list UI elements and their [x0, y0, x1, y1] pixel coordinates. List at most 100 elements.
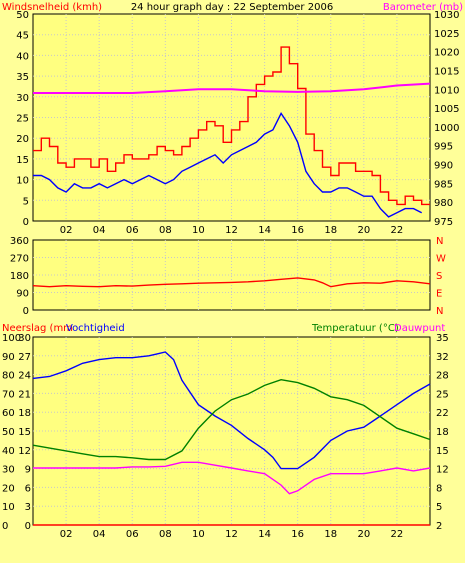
humidity-tick-label: 70: [2, 389, 15, 400]
direction-tick-label: 180: [10, 271, 29, 282]
temperature-tick-label: 12: [436, 465, 449, 476]
hour-tick-label: 02: [60, 529, 73, 540]
humidity-axis-label: Vochtigheid: [66, 323, 125, 334]
wind-direction-line: [32, 277, 431, 288]
wind_avg-line: [33, 112, 423, 218]
humidity-tick-label: 10: [2, 502, 15, 513]
barometer-tick-label: 1030: [434, 10, 459, 21]
wind-barometer-panel: 0510152025303540455097598098599099510001…: [2, 2, 463, 236]
direction-tick-label: 360: [10, 236, 29, 247]
rain-tick-label: 9: [25, 465, 31, 476]
humidity-tick-label: 30: [2, 465, 15, 476]
humidity-tick-label: 40: [2, 446, 15, 457]
wind_max-line: [33, 46, 430, 206]
temperature-line: [32, 378, 431, 461]
wind-tick-label: 5: [23, 196, 29, 207]
hour-tick-label: 02: [60, 225, 73, 236]
compass-tick-label: N: [436, 306, 443, 317]
hour-tick-label: 06: [126, 225, 139, 236]
humidity-tick-label: 100: [2, 333, 21, 344]
wind-tick-label: 0: [23, 217, 29, 228]
humidity-line: [32, 351, 431, 470]
rain-tick-label: 0: [25, 521, 31, 532]
barometer-tick-label: 1025: [434, 29, 459, 40]
wind-direction-grid: [33, 240, 430, 310]
barometer-tick-label: 1010: [434, 85, 459, 96]
rain-tick-label: 21: [18, 389, 31, 400]
rain-tick-label: 3: [25, 502, 31, 513]
hour-tick-label: 20: [357, 225, 370, 236]
temperature-tick-label: 8: [436, 483, 442, 494]
temperature-tick-label: 5: [436, 502, 442, 513]
dewpoint-axis-label: Dauwpunt: [394, 323, 445, 334]
barometer-tick-label: 1005: [434, 104, 459, 115]
hour-tick-label: 22: [391, 529, 404, 540]
barometer-tick-label: 995: [434, 142, 453, 153]
hour-tick-label: 18: [324, 225, 337, 236]
wind-direction-series: [32, 277, 431, 288]
humidity-tick-label: 0: [2, 521, 8, 532]
wind-tick-label: 10: [16, 176, 29, 187]
rain-tick-label: 15: [18, 427, 31, 438]
wind-tick-label: 45: [16, 31, 29, 42]
wind-tick-label: 25: [16, 114, 29, 125]
rain-tick-label: 18: [18, 408, 31, 419]
hour-tick-label: 14: [258, 225, 271, 236]
barometer-tick-label: 985: [434, 179, 453, 190]
hour-tick-label: 12: [225, 529, 238, 540]
wind-barometer-series: [33, 46, 431, 218]
temperature-tick-label: 15: [436, 446, 449, 457]
wind-tick-label: 15: [16, 155, 29, 166]
temperature-tick-label: 28: [436, 371, 449, 382]
hour-tick-label: 12: [225, 225, 238, 236]
wind-tick-label: 40: [16, 51, 29, 62]
hour-tick-label: 08: [159, 529, 172, 540]
barometer-tick-label: 1015: [434, 66, 459, 77]
hour-tick-label: 10: [192, 529, 205, 540]
barometer-tick-label: 980: [434, 198, 453, 209]
hour-tick-label: 10: [192, 225, 205, 236]
temperature-tick-label: 35: [436, 333, 449, 344]
rain-humidity-temperature-series: [32, 351, 431, 526]
humidity-tick-label: 90: [2, 352, 15, 363]
hour-tick-label: 06: [126, 529, 139, 540]
humidity-tick-label: 60: [2, 408, 15, 419]
temperature-axis-label: Temperatuur (°C): [311, 323, 399, 334]
wind-tick-label: 30: [16, 93, 29, 104]
hour-tick-label: 14: [258, 529, 271, 540]
humidity-tick-label: 80: [2, 371, 15, 382]
barometer-tick-label: 1000: [434, 123, 459, 134]
wind-tick-label: 20: [16, 134, 29, 145]
hour-tick-label: 08: [159, 225, 172, 236]
compass-tick-label: W: [436, 254, 446, 265]
direction-tick-label: 0: [23, 306, 29, 317]
hour-tick-label: 20: [357, 529, 370, 540]
rain-humidity-temperature-panel: 0369121518212427300102030405060708090100…: [2, 323, 449, 540]
dewpoint-line: [33, 461, 431, 495]
rain-tick-label: 27: [18, 352, 31, 363]
temperature-tick-label: 32: [436, 352, 449, 363]
hour-tick-label: 16: [291, 225, 304, 236]
barometer-tick-label: 1020: [434, 48, 459, 59]
barometer-tick-label: 975: [434, 217, 453, 228]
rain-tick-label: 6: [25, 483, 31, 494]
barometer-tick-label: 990: [434, 161, 453, 172]
rain-humidity-temperature-ticks: 0369121518212427300102030405060708090100…: [2, 333, 449, 540]
rain-axis-label: Neerslag (mm: [2, 323, 73, 334]
rain-tick-label: 24: [18, 371, 31, 382]
barometer-line: [33, 82, 431, 94]
humidity-tick-label: 50: [2, 427, 15, 438]
hour-tick-label: 16: [291, 529, 304, 540]
hour-tick-label: 04: [93, 529, 106, 540]
compass-tick-label: N: [436, 236, 443, 247]
temperature-tick-label: 18: [436, 427, 449, 438]
compass-tick-label: E: [436, 289, 442, 300]
rain-tick-label: 30: [18, 333, 31, 344]
compass-tick-label: S: [436, 271, 442, 282]
direction-tick-label: 270: [10, 254, 29, 265]
humidity-tick-label: 20: [2, 483, 15, 494]
temperature-tick-label: 2: [436, 521, 442, 532]
